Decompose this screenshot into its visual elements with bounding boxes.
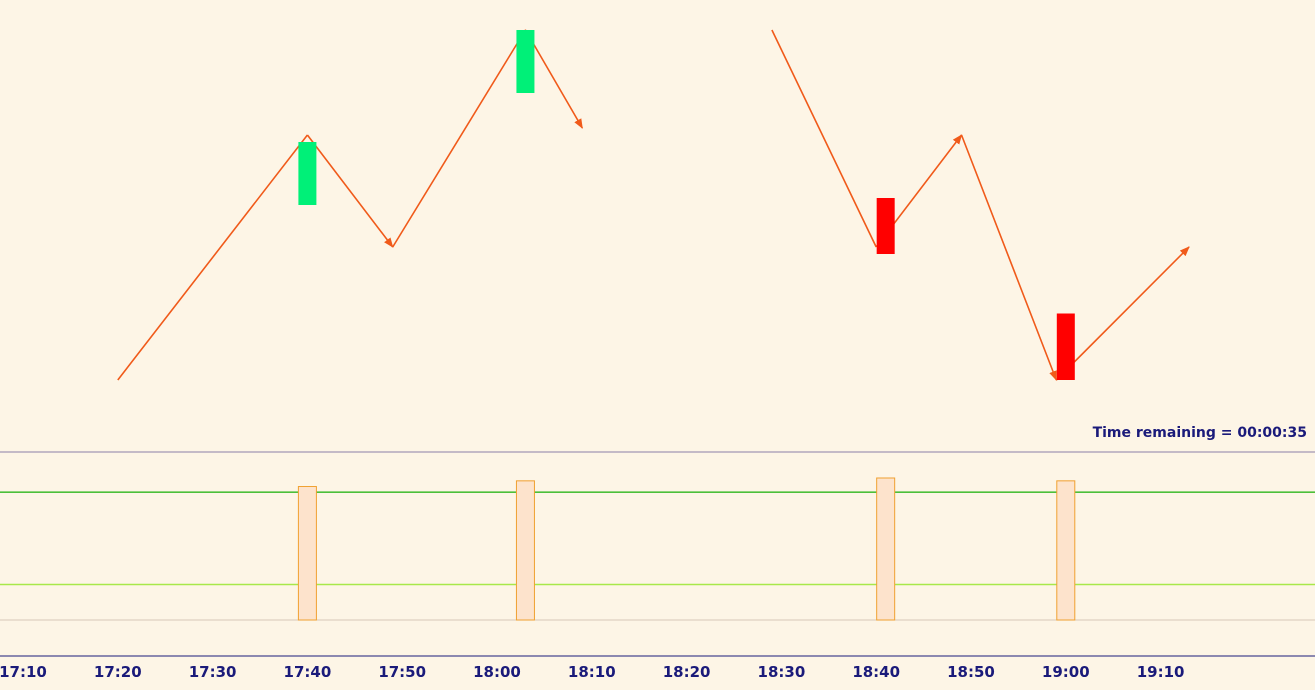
x-tick-label: 17:40: [284, 663, 332, 681]
x-tick-label: 19:00: [1042, 663, 1090, 681]
bear-signal-bar: [876, 198, 895, 254]
zigzag-segment: [960, 134, 1058, 381]
volume-bar: [1056, 480, 1076, 621]
x-tick-label: 17:10: [0, 663, 47, 681]
time-axis: 17:10 17:20 17:30 17:40 17:50 18:00 18:10 18:20…: [0, 655, 1315, 681]
price-panel: [117, 29, 1190, 381]
x-tick-label: 18:30: [758, 663, 806, 681]
x-tick-label: 17:30: [189, 663, 237, 681]
bull-signal-bar: [298, 142, 317, 205]
x-tick-label: 19:10: [1137, 663, 1185, 681]
volume-panel: [0, 451, 1315, 621]
zigzag-segment: [524, 29, 584, 129]
zigzag-segment: [117, 134, 309, 381]
zigzag-segment: [771, 29, 877, 248]
x-tick-label: 17:50: [378, 663, 426, 681]
bear-signal-bar: [1056, 313, 1075, 380]
volume-bar: [297, 486, 317, 621]
zigzag-segment: [392, 29, 527, 248]
time-remaining-label: Time remaining = 00:00:35: [1092, 425, 1307, 441]
bull-signal-bar: [516, 30, 535, 93]
volume-bar: [876, 477, 896, 621]
zigzag-segment: [306, 134, 394, 248]
x-tick-label: 18:20: [663, 663, 711, 681]
volume-bar: [515, 480, 535, 621]
x-tick-label: 18:40: [852, 663, 900, 681]
x-tick-label: 18:50: [947, 663, 995, 681]
x-tick-label: 17:20: [94, 663, 142, 681]
x-tick-label: 18:10: [568, 663, 616, 681]
zigzag-segment: [1055, 246, 1190, 381]
x-tick-label: 18:00: [473, 663, 521, 681]
